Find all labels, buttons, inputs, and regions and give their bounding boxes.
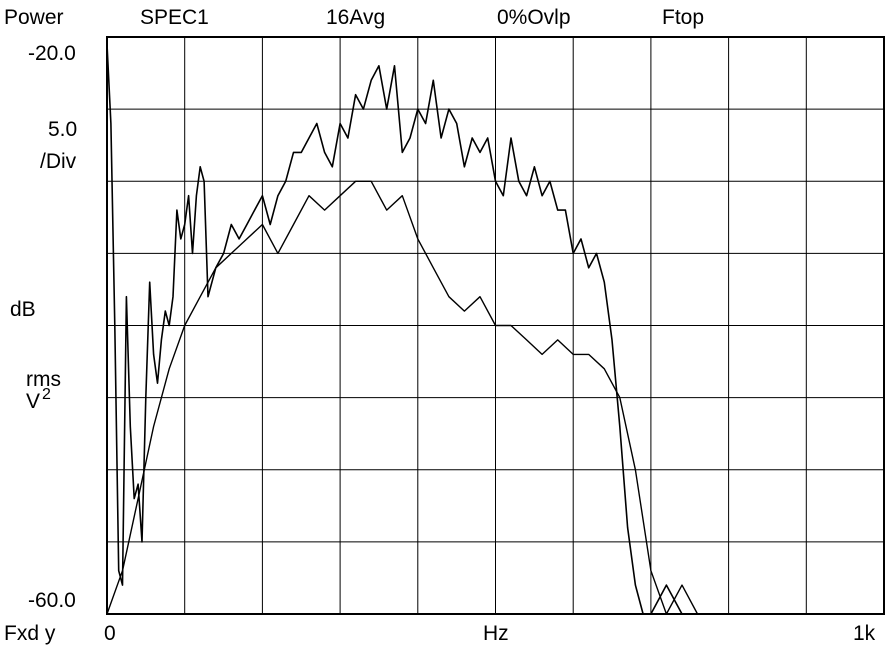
- v-unit-text: V: [26, 390, 41, 413]
- window-label: Ftop: [662, 6, 705, 29]
- averaging-label: 16Avg: [326, 6, 386, 29]
- measurement-label: Power: [4, 6, 64, 29]
- x-unit-label: Hz: [483, 622, 509, 645]
- bottom-reference-label: -60.0: [28, 589, 76, 612]
- spectrum-trace-2: [106, 180, 884, 615]
- x-end-label: 1k: [853, 622, 876, 645]
- rms-unit-label: rms: [26, 368, 61, 391]
- scale-value-label: 5.0: [48, 118, 78, 141]
- top-reference-label: -20.0: [28, 42, 76, 65]
- spectrum-trace-1: [106, 44, 884, 615]
- x-start-label: 0: [104, 622, 116, 645]
- scale-unit-label: /Div: [40, 150, 77, 173]
- db-unit-label: dB: [10, 298, 36, 321]
- overlap-label: 0%Ovlp: [497, 6, 571, 29]
- trace-group: [106, 44, 884, 615]
- v-exponent-text: 2: [42, 386, 51, 403]
- plot-frame: [106, 36, 885, 615]
- x-mode-label: Fxd y: [4, 622, 56, 645]
- trace-label: SPEC1: [140, 6, 209, 29]
